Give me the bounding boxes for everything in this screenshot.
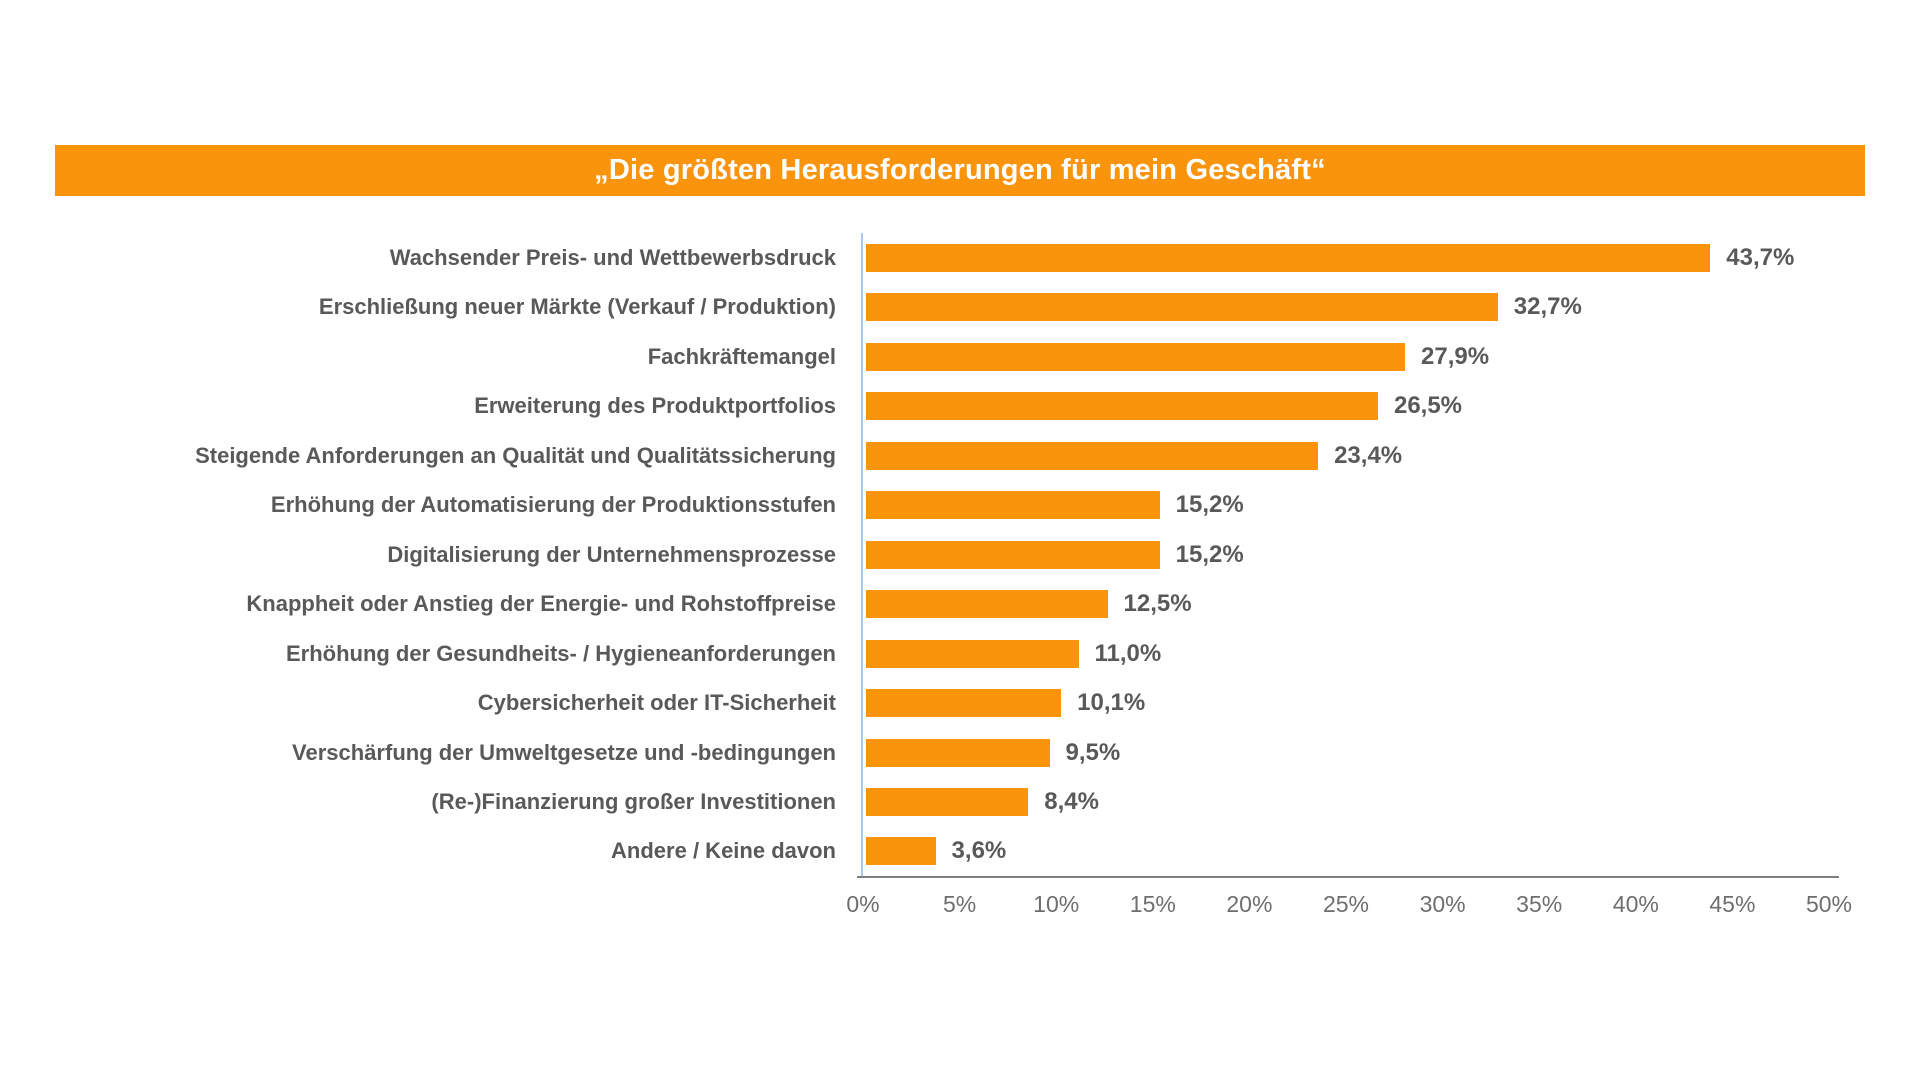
bar bbox=[866, 738, 1050, 767]
value-label: 10,1% bbox=[1077, 689, 1146, 717]
value-label: 27,9% bbox=[1421, 342, 1490, 370]
bar-row: Erhöhung der Gesundheits- / Hygieneanfor… bbox=[0, 629, 1920, 679]
bar bbox=[866, 540, 1160, 569]
bar-row: Fachkräftemangel 27,9% bbox=[0, 332, 1920, 382]
category-label: Fachkräftemangel bbox=[647, 343, 836, 369]
category-label: Cybersicherheit oder IT-Sicherheit bbox=[477, 690, 836, 716]
category-label: (Re-)Finanzierung großer Investitionen bbox=[431, 788, 836, 814]
bar bbox=[866, 787, 1029, 816]
bar-row: Erschließung neuer Märkte (Verkauf / Pro… bbox=[0, 282, 1920, 332]
bar bbox=[866, 392, 1378, 421]
x-axis-tick-label: 40% bbox=[1612, 891, 1659, 917]
category-label: Verschärfung der Umweltgesetze und -bedi… bbox=[292, 739, 836, 765]
bar-row: Knappheit oder Anstieg der Energie- und … bbox=[0, 579, 1920, 629]
category-label: Andere / Keine davon bbox=[611, 838, 836, 864]
category-label: Erschließung neuer Märkte (Verkauf / Pro… bbox=[318, 294, 836, 320]
bar-row: Steigende Anforderungen an Qualität und … bbox=[0, 431, 1920, 481]
bar bbox=[866, 590, 1108, 619]
bar bbox=[866, 441, 1319, 470]
bar-row: (Re-)Finanzierung großer Investitionen 8,… bbox=[0, 777, 1920, 827]
category-label: Erweiterung des Produktportfolios bbox=[474, 393, 836, 419]
value-label: 15,2% bbox=[1175, 540, 1244, 568]
bar-row: Cybersicherheit oder IT-Sicherheit 10,1% bbox=[0, 678, 1920, 728]
value-label: 12,5% bbox=[1123, 590, 1192, 618]
bar bbox=[866, 244, 1711, 272]
bar bbox=[866, 639, 1079, 668]
value-label: 3,6% bbox=[951, 837, 1007, 865]
x-axis-tick-label: 50% bbox=[1805, 891, 1853, 917]
bar-row: Digitalisierung der Unternehmensprozesse… bbox=[0, 530, 1920, 580]
chart-title: „Die größten Herausforderungen für mein … bbox=[594, 154, 1326, 186]
bar bbox=[866, 342, 1406, 371]
category-label: Erhöhung der Automatisierung der Produkt… bbox=[270, 492, 836, 518]
bar-row: Wachsender Preis- und Wettbewerbsdruck 43… bbox=[0, 233, 1920, 283]
x-axis-tick-label: 20% bbox=[1226, 891, 1273, 917]
x-axis-ticks: 0% 5% 10% 15% 20% 25% 30% 35% 40% 45% 50% bbox=[0, 891, 1920, 921]
value-label: 26,5% bbox=[1393, 392, 1463, 420]
x-axis-tick-label: 5% bbox=[942, 891, 977, 917]
category-label: Wachsender Preis- und Wettbewerbsdruck bbox=[389, 245, 836, 270]
x-axis-tick-label: 15% bbox=[1129, 891, 1176, 917]
y-axis-line bbox=[861, 233, 863, 877]
value-label: 43,7% bbox=[1726, 244, 1795, 271]
category-label: Digitalisierung der Unternehmensprozesse bbox=[387, 541, 836, 567]
bar-row: Erweiterung des Produktportfolios 26,5% bbox=[0, 381, 1920, 431]
bar bbox=[866, 491, 1160, 520]
category-label: Knappheit oder Anstieg der Energie- und … bbox=[246, 591, 836, 617]
value-label: 23,4% bbox=[1334, 441, 1403, 469]
x-axis-tick-label: 30% bbox=[1419, 891, 1466, 917]
bar bbox=[866, 689, 1062, 718]
x-axis-tick-label: 0% bbox=[846, 891, 880, 917]
bar bbox=[866, 837, 936, 866]
bar-row: Verschärfung der Umweltgesetze und -bedi… bbox=[0, 728, 1920, 778]
value-label: 9,5% bbox=[1065, 738, 1121, 766]
value-label: 11,0% bbox=[1094, 639, 1162, 667]
category-label: Erhöhung der Gesundheits- / Hygieneanfor… bbox=[285, 640, 836, 666]
x-axis-tick-label: 10% bbox=[1033, 891, 1080, 917]
bar-row: Andere / Keine davon 3,6% bbox=[0, 826, 1920, 876]
value-label: 32,7% bbox=[1513, 293, 1582, 321]
bar bbox=[866, 293, 1498, 322]
x-axis-line bbox=[857, 876, 1839, 878]
x-axis-tick-label: 25% bbox=[1322, 891, 1370, 917]
bar-row: Erhöhung der Automatisierung der Produkt… bbox=[0, 480, 1920, 530]
value-label: 8,4% bbox=[1044, 787, 1099, 815]
x-axis-tick-label: 35% bbox=[1516, 891, 1563, 917]
chart-title-banner: „Die größten Herausforderungen für mein … bbox=[55, 145, 1865, 196]
x-axis-tick-label: 45% bbox=[1709, 891, 1756, 917]
category-label: Steigende Anforderungen an Qualität und … bbox=[195, 442, 836, 468]
value-label: 15,2% bbox=[1175, 491, 1244, 519]
